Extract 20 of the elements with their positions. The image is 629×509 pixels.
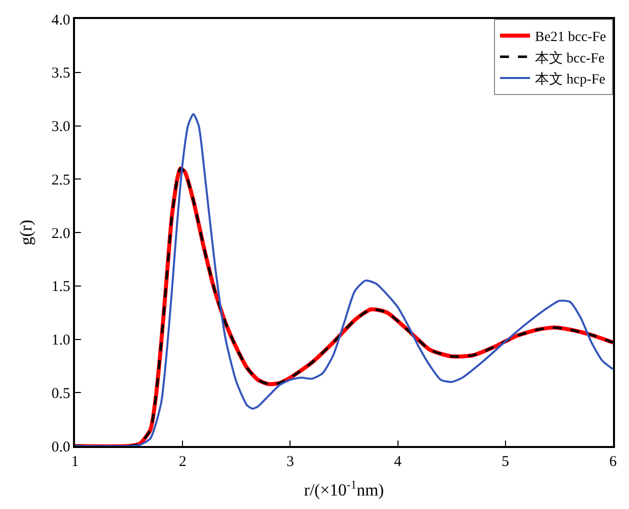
x-tick-label: 4: [394, 454, 402, 470]
y-tick-label: 3.5: [52, 66, 70, 82]
x-tick-label: 6: [609, 454, 618, 470]
y-tick-label: 0.5: [52, 386, 70, 402]
y-tick-label: 1.0: [52, 332, 70, 348]
legend-label: 本文 bcc-Fe: [535, 50, 605, 66]
y-tick-label: 0.0: [52, 439, 70, 456]
x-axis-title: r/(×10$^{-1}$nm): [304, 478, 384, 500]
y-tick-label: 2.0: [52, 226, 70, 242]
x-tick-label: 3: [286, 454, 294, 470]
legend-label: Be21 bcc-Fe: [535, 30, 606, 46]
y-tick-label: 2.5: [52, 172, 70, 188]
y-tick-label: 4.0: [52, 12, 70, 28]
y-tick-label: 1.5: [52, 279, 70, 296]
x-tick-label: 2: [178, 454, 186, 470]
y-tick-label: 3.0: [52, 119, 70, 135]
x-tick-label: 5: [502, 454, 510, 470]
y-axis-title: g(r): [16, 220, 36, 246]
legend-label: 本文 hcp-Fe: [535, 71, 606, 88]
x-tick-label: 1: [71, 454, 79, 470]
